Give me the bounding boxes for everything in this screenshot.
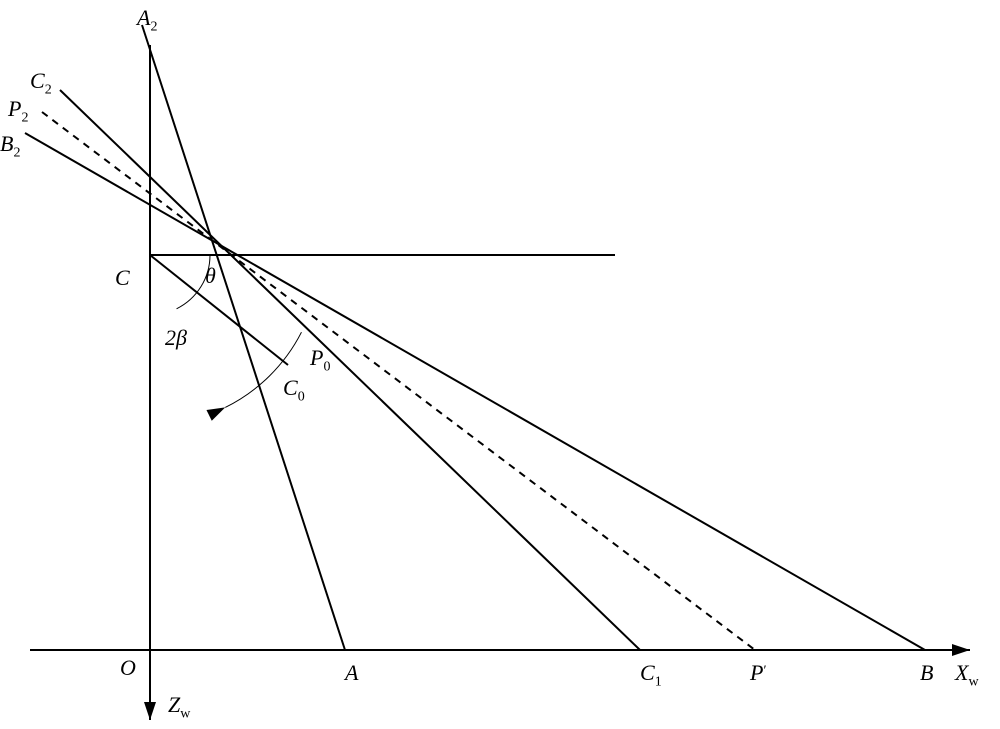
label-C: C (115, 265, 130, 290)
axes-layer (30, 45, 970, 720)
label-Zw: Zw (168, 692, 191, 722)
arrowhead (952, 644, 970, 656)
label-theta: θ (205, 263, 216, 288)
label-C1: C1 (640, 660, 662, 690)
label-P1: P′ (749, 660, 767, 685)
label-Xw: Xw (954, 660, 979, 690)
label-P0: P0 (309, 345, 330, 375)
label-O: O (120, 655, 136, 680)
segment-P2-P1 (42, 112, 755, 650)
label-B2: B2 (0, 131, 20, 161)
arrowhead (144, 702, 156, 720)
solid-lines (25, 25, 925, 650)
dashed-lines (42, 112, 755, 650)
segment-B2-B (25, 133, 925, 650)
label-2beta: 2β (165, 325, 187, 350)
label-C2: C2 (30, 68, 52, 98)
segment-C2-C1 (60, 90, 640, 650)
geometry-diagram: O Zw Xw A C1 P′ B C A2 C2P2 B2 P0C0 θ 2β (0, 0, 1000, 729)
label-C0: C0 (283, 375, 305, 405)
label-A2: A2 (135, 5, 157, 35)
labels-layer: O Zw Xw A C1 P′ B C A2 C2P2 B2 P0C0 θ 2β (0, 5, 979, 722)
arrowhead (206, 407, 225, 420)
label-A: A (343, 660, 359, 685)
label-P2: P2 (7, 96, 28, 126)
label-B: B (920, 660, 933, 685)
